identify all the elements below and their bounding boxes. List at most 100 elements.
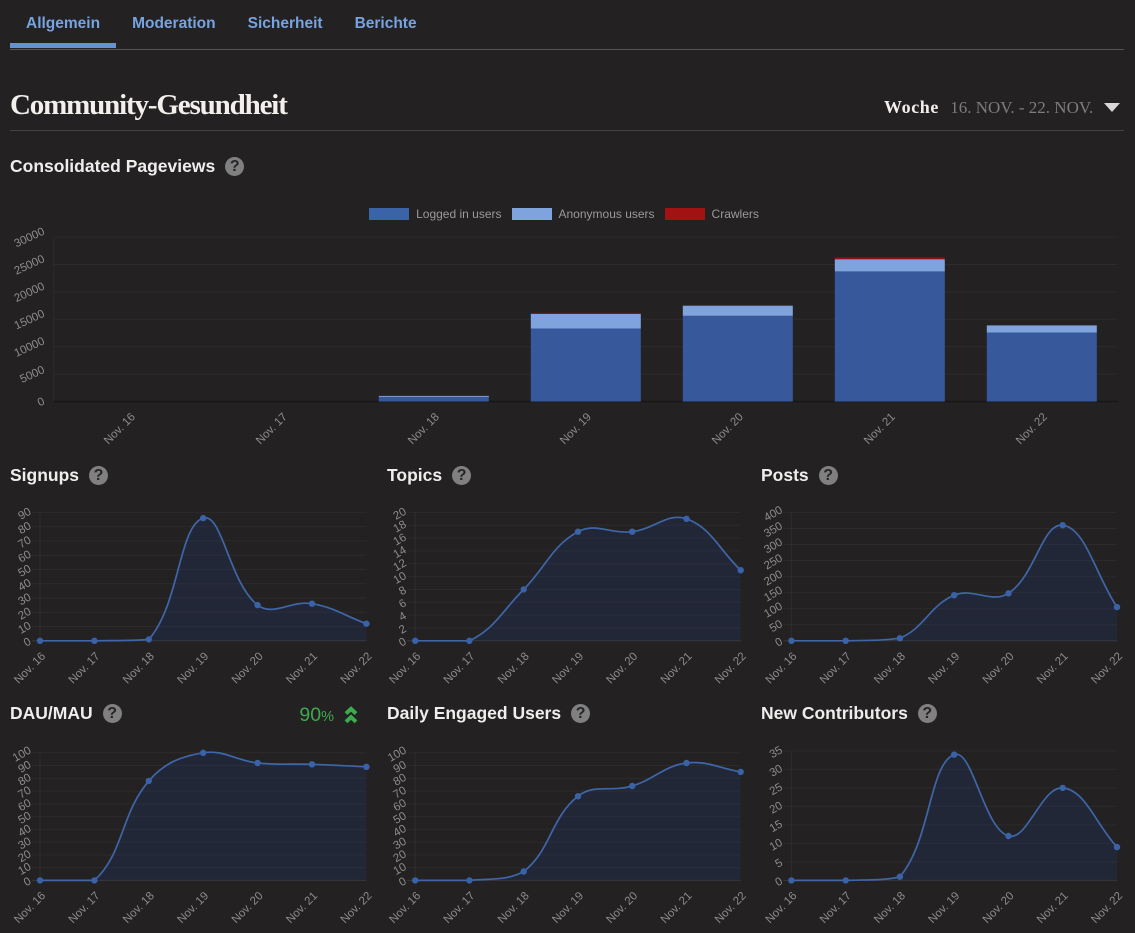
svg-text:0: 0 — [773, 636, 785, 650]
svg-text:20: 20 — [16, 606, 33, 623]
svg-text:80: 80 — [392, 772, 409, 789]
svg-text:60: 60 — [16, 549, 33, 566]
svg-text:Nov. 19: Nov. 19 — [175, 890, 211, 926]
svg-text:30: 30 — [16, 836, 33, 853]
svg-text:Nov. 16: Nov. 16 — [764, 890, 800, 926]
svg-text:Nov. 17: Nov. 17 — [67, 890, 103, 926]
svg-text:5: 5 — [773, 857, 785, 871]
svg-text:20: 20 — [392, 848, 409, 865]
svg-text:Nov. 19: Nov. 19 — [550, 890, 586, 926]
svg-text:20: 20 — [392, 506, 409, 523]
svg-text:0: 0 — [397, 636, 409, 650]
svg-text:Nov. 17: Nov. 17 — [442, 650, 478, 686]
svg-text:5000: 5000 — [18, 364, 46, 386]
svg-text:14: 14 — [392, 544, 410, 561]
svg-text:2: 2 — [397, 623, 409, 637]
svg-text:Nov. 18: Nov. 18 — [121, 650, 157, 686]
svg-text:Nov. 17: Nov. 17 — [254, 411, 290, 447]
svg-text:Nov. 20: Nov. 20 — [981, 890, 1017, 926]
svg-text:Nov. 20: Nov. 20 — [604, 650, 640, 686]
svg-text:20000: 20000 — [13, 281, 47, 305]
svg-text:0: 0 — [22, 875, 34, 889]
svg-text:15000: 15000 — [13, 308, 47, 332]
svg-text:Nov. 21: Nov. 21 — [1035, 650, 1071, 686]
svg-text:40: 40 — [16, 577, 33, 594]
svg-text:10: 10 — [392, 570, 409, 587]
svg-text:100: 100 — [762, 601, 785, 621]
svg-text:40: 40 — [392, 823, 409, 840]
svg-text:Nov. 22: Nov. 22 — [339, 890, 375, 926]
svg-text:Nov. 21: Nov. 21 — [1035, 890, 1071, 926]
svg-text:Nov. 18: Nov. 18 — [496, 890, 532, 926]
svg-text:Nov. 19: Nov. 19 — [926, 650, 962, 686]
svg-text:Nov. 16: Nov. 16 — [387, 890, 423, 926]
svg-text:25: 25 — [768, 781, 785, 798]
svg-text:4: 4 — [397, 610, 409, 624]
svg-text:25000: 25000 — [13, 253, 47, 277]
svg-text:Nov. 17: Nov. 17 — [67, 650, 103, 686]
svg-text:50: 50 — [392, 810, 409, 827]
svg-text:Nov. 22: Nov. 22 — [1014, 411, 1050, 447]
svg-text:60: 60 — [16, 797, 33, 814]
svg-text:150: 150 — [762, 584, 785, 604]
svg-text:Nov. 20: Nov. 20 — [230, 650, 266, 686]
svg-text:30: 30 — [768, 763, 785, 780]
svg-text:90: 90 — [392, 759, 409, 776]
svg-text:300: 300 — [762, 536, 785, 556]
svg-text:0: 0 — [36, 396, 47, 410]
svg-text:Nov. 20: Nov. 20 — [981, 650, 1017, 686]
svg-text:Nov. 19: Nov. 19 — [550, 650, 586, 686]
svg-text:400: 400 — [762, 504, 785, 524]
svg-text:70: 70 — [16, 785, 33, 802]
svg-text:0: 0 — [773, 875, 785, 889]
svg-text:Nov. 21: Nov. 21 — [284, 890, 320, 926]
svg-text:90: 90 — [16, 759, 33, 776]
svg-text:Nov. 16: Nov. 16 — [387, 650, 423, 686]
svg-text:0: 0 — [397, 875, 409, 889]
svg-text:18: 18 — [392, 519, 409, 536]
svg-text:15: 15 — [768, 818, 785, 835]
svg-text:Nov. 22: Nov. 22 — [339, 650, 375, 686]
svg-text:30000: 30000 — [13, 226, 47, 250]
svg-text:Nov. 16: Nov. 16 — [12, 890, 48, 926]
svg-text:Nov. 22: Nov. 22 — [1089, 890, 1125, 926]
svg-text:Nov. 17: Nov. 17 — [442, 890, 478, 926]
svg-text:80: 80 — [16, 520, 33, 537]
svg-text:Nov. 22: Nov. 22 — [1089, 650, 1125, 686]
svg-text:Nov. 19: Nov. 19 — [926, 890, 962, 926]
svg-text:Nov. 21: Nov. 21 — [284, 650, 320, 686]
svg-text:Nov. 21: Nov. 21 — [862, 411, 898, 447]
svg-text:Nov. 17: Nov. 17 — [818, 650, 854, 686]
svg-text:60: 60 — [392, 797, 409, 814]
svg-text:90: 90 — [16, 506, 33, 523]
svg-text:80: 80 — [16, 772, 33, 789]
svg-text:350: 350 — [762, 520, 785, 540]
svg-text:70: 70 — [392, 785, 409, 802]
svg-text:6: 6 — [397, 597, 409, 611]
svg-text:Nov. 22: Nov. 22 — [713, 650, 749, 686]
svg-text:8: 8 — [397, 584, 409, 598]
svg-text:200: 200 — [762, 568, 785, 588]
svg-text:Nov. 18: Nov. 18 — [406, 411, 442, 447]
svg-text:250: 250 — [762, 552, 785, 572]
svg-text:Nov. 18: Nov. 18 — [496, 650, 532, 686]
svg-text:20: 20 — [768, 800, 785, 817]
svg-text:70: 70 — [16, 534, 33, 551]
svg-text:50: 50 — [16, 810, 33, 827]
svg-text:Nov. 18: Nov. 18 — [121, 890, 157, 926]
svg-text:10000: 10000 — [13, 335, 47, 359]
svg-text:30: 30 — [16, 591, 33, 608]
svg-text:Nov. 21: Nov. 21 — [659, 890, 695, 926]
svg-text:Nov. 19: Nov. 19 — [558, 411, 594, 447]
svg-text:10: 10 — [768, 837, 785, 854]
svg-text:20: 20 — [16, 848, 33, 865]
svg-text:50: 50 — [768, 618, 785, 635]
svg-text:Nov. 18: Nov. 18 — [872, 890, 908, 926]
svg-text:Nov. 19: Nov. 19 — [175, 650, 211, 686]
svg-text:0: 0 — [22, 636, 34, 650]
svg-text:40: 40 — [16, 823, 33, 840]
svg-text:Nov. 20: Nov. 20 — [230, 890, 266, 926]
svg-text:16: 16 — [392, 532, 409, 549]
svg-text:Nov. 17: Nov. 17 — [818, 890, 854, 926]
svg-text:Nov. 16: Nov. 16 — [764, 650, 800, 686]
